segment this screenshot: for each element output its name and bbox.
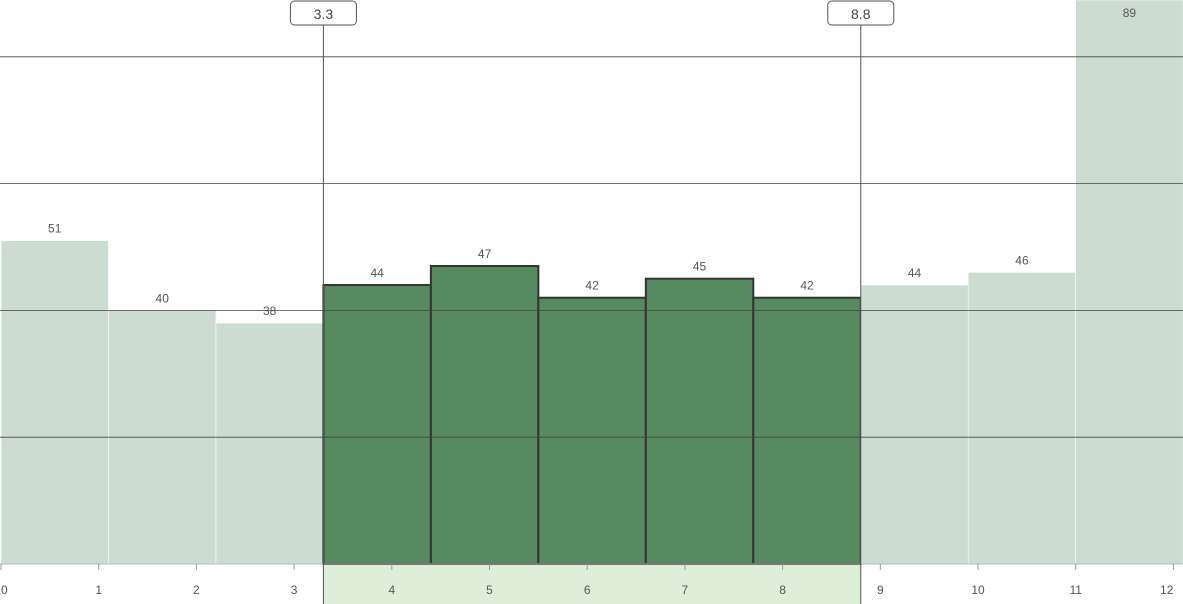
x-tick-label: 0 bbox=[1, 583, 8, 597]
histogram-bar[interactable] bbox=[644, 277, 755, 565]
range-end-label: 8.8 bbox=[851, 6, 871, 22]
x-tick-label: 9 bbox=[877, 583, 884, 597]
histogram-bar[interactable] bbox=[967, 272, 1076, 565]
histogram-bar[interactable] bbox=[752, 296, 862, 565]
bar-value-labels: 51 40 38 44 47 42 45 42 44 46 89 bbox=[48, 6, 1136, 318]
x-tick-label: 6 bbox=[584, 583, 591, 597]
range-start-label: 3.3 bbox=[314, 6, 334, 22]
bar-value-label: 51 bbox=[48, 222, 62, 236]
x-tick-label: 4 bbox=[388, 583, 395, 597]
bar-value-label: 45 bbox=[693, 260, 707, 274]
histogram-bar[interactable] bbox=[860, 284, 969, 565]
x-tick-label: 12 bbox=[1160, 583, 1174, 597]
histogram-bar[interactable] bbox=[537, 296, 647, 565]
range-end-handle[interactable]: 8.8 bbox=[827, 0, 895, 26]
bar-value-label: 42 bbox=[800, 279, 814, 293]
x-tick-label: 8 bbox=[779, 583, 786, 597]
histogram-bar[interactable] bbox=[215, 322, 324, 565]
gridlines bbox=[0, 56, 1183, 438]
histogram-bar[interactable] bbox=[322, 284, 432, 565]
bar-value-label: 44 bbox=[908, 266, 922, 280]
x-tick-label: 3 bbox=[291, 583, 298, 597]
histogram-bar[interactable] bbox=[0, 240, 109, 565]
x-tick-label: 1 bbox=[95, 583, 102, 597]
histogram-bar[interactable] bbox=[1075, 0, 1183, 565]
bar-value-label: 42 bbox=[585, 279, 599, 293]
x-tick-label: 2 bbox=[193, 583, 200, 597]
range-handles[interactable]: 3.3 8.8 bbox=[289, 0, 895, 604]
range-end-handle-box[interactable] bbox=[827, 0, 895, 26]
bar-value-label: 89 bbox=[1123, 6, 1137, 20]
bar-value-label: 47 bbox=[478, 247, 492, 261]
x-tick-label: 7 bbox=[682, 583, 689, 597]
bar-value-label: 46 bbox=[1015, 253, 1029, 267]
x-tick-label: 5 bbox=[486, 583, 493, 597]
x-tick-label: 11 bbox=[1069, 583, 1082, 597]
selection-band bbox=[323, 564, 861, 604]
bar-value-label: 38 bbox=[263, 304, 277, 318]
range-start-handle-box[interactable] bbox=[289, 0, 357, 26]
bar-value-label: 40 bbox=[156, 291, 170, 305]
x-tick-label: 10 bbox=[971, 583, 985, 597]
bar-value-label: 44 bbox=[370, 266, 384, 280]
x-axis: 0 1 2 3 4 5 6 7 8 9 10 11 12 bbox=[0, 564, 1174, 597]
bars bbox=[0, 0, 1183, 565]
range-start-handle[interactable]: 3.3 bbox=[289, 0, 357, 26]
